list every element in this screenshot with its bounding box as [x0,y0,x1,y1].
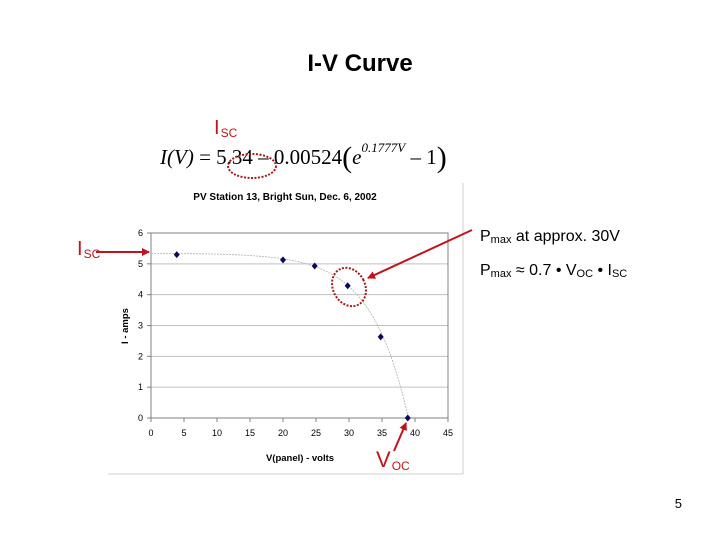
equation-minus-one: – 1 [410,145,437,169]
data-point-diamond [377,333,384,341]
equation-minus: – [258,145,269,169]
isc-left-main: I [77,238,83,260]
pmax2-approx: ≈ 0.7 • V [511,262,577,279]
voc-main: V [376,447,391,472]
pmax-sub: max [490,234,512,246]
iv-equation: I(V) = 5.34 – 0.00524(e0.1777V – 1) [160,138,447,174]
x-tick-label: 0 [148,428,153,438]
x-tick-label: 40 [410,428,420,438]
pmax-arrow [367,229,473,279]
isc-top-main: I [214,117,220,139]
x-tick-label: 35 [377,428,387,438]
pmax2-dot: • I [593,262,612,279]
y-tick-label: 4 [138,290,143,300]
equation-equals: = [199,145,211,169]
x-tick-label: 10 [212,428,222,438]
y-tick-label: 0 [138,413,143,423]
y-axis-label: I - amps [120,308,131,344]
voc-arrow [393,422,407,452]
x-tick-label: 15 [245,428,255,438]
equation-exp-base: e [352,145,362,169]
data-point-diamond [404,414,411,422]
data-point-diamond [311,262,318,270]
x-tick-label: 45 [443,428,453,438]
equation-coefficient: 0.00524 [273,145,343,169]
equation-lhs: I(V) [160,145,194,169]
model-curve [150,252,409,419]
x-tick-label: 25 [311,428,321,438]
isc-top-sub: SC [220,126,238,140]
data-point-diamond [173,251,180,259]
x-tick-label: 5 [181,428,186,438]
close-paren: ) [436,141,447,174]
y-tick-label: 3 [138,321,143,331]
pmax2-isc-sub: SC [611,268,628,280]
y-tick-label: 5 [138,259,143,269]
pmax-annotation-1: Pmax at approx. 30V [480,228,620,246]
pmax-p: P [480,228,491,245]
chart-title: PV Station 13, Bright Sun, Dec. 6, 2002 [193,192,377,203]
equation-exponent: 0.1777V [361,140,406,155]
y-tick-label: 6 [138,228,143,238]
voc-sub: OC [391,459,410,473]
pmax2-voc-sub: OC [576,268,594,280]
pmax2-p: P [480,262,491,279]
x-tick-label: 20 [278,428,288,438]
pmax-annotation-2: Pmax ≈ 0.7 • VOC • ISC [480,262,627,280]
pmax2-sub: max [490,268,512,280]
x-axis-label: V(panel) - volts [266,453,334,464]
x-tick-label: 30 [344,428,354,438]
equation-isc-value: 5.34 [216,145,253,169]
isc-label-top: ISC [214,117,237,140]
page-number: 5 [674,496,682,511]
y-tick-label: 1 [138,382,143,392]
chart-gridlines [151,263,448,388]
isc-highlight-circle [227,153,277,179]
voc-label: VOC [376,447,410,473]
open-paren: ( [342,141,353,174]
isc-left-sub: SC [83,247,101,261]
data-markers [173,251,411,422]
y-tick-label: 2 [138,351,143,361]
data-point-diamond [280,256,286,264]
pmax-rest: at approx. 30V [511,228,620,245]
isc-label-left: ISC [77,238,100,261]
pmax-highlight-circle [331,266,367,308]
slide-title: I-V Curve [307,50,413,77]
data-point-diamond [344,282,351,290]
